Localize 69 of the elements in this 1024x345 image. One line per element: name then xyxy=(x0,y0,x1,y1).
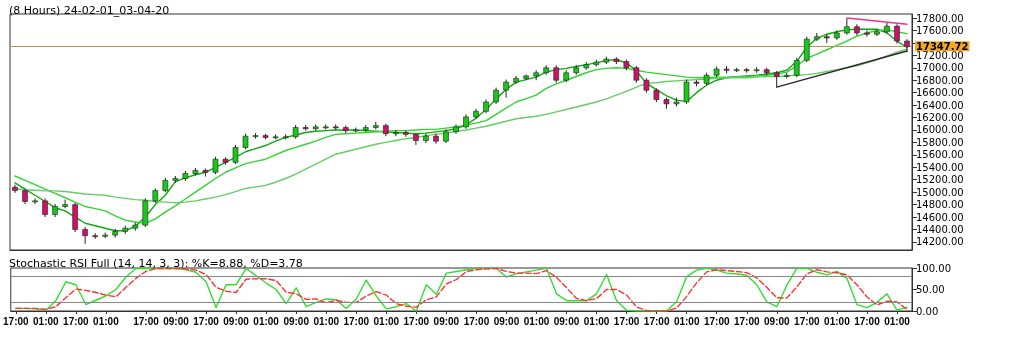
candlestick xyxy=(864,29,870,38)
y-tick-label: 15200.00 xyxy=(916,174,964,186)
candlestick xyxy=(12,184,18,194)
x-tick-label: 09:00 xyxy=(163,315,190,327)
candlestick xyxy=(803,36,810,63)
x-tick-label: 17:00 xyxy=(2,315,30,327)
candlestick xyxy=(32,197,38,205)
x-tick-label: 17:00 xyxy=(613,315,640,327)
y-tick-label: 0.00 xyxy=(916,305,939,317)
x-tick-label: 01:00 xyxy=(824,315,851,327)
x-tick-label: 01:00 xyxy=(313,315,340,327)
candlestick xyxy=(683,79,690,105)
y-tick-label: 16400.00 xyxy=(916,99,964,111)
x-tick-label: 17:00 xyxy=(403,315,430,327)
x-tick-label: 01:00 xyxy=(93,315,120,327)
x-tick-label: 01:00 xyxy=(523,315,550,327)
ref-line-label: 17347.72 xyxy=(916,40,969,52)
candlestick xyxy=(503,79,509,99)
y-tick-label: 15400.00 xyxy=(916,161,964,173)
x-tick-label: 17:00 xyxy=(643,315,670,327)
candlestick xyxy=(403,130,409,138)
candlestick xyxy=(42,197,48,218)
line-series xyxy=(15,267,908,312)
x-tick-label: 01:00 xyxy=(673,315,700,327)
y-tick-label: 16200.00 xyxy=(916,112,964,124)
x-tick-label: 01:00 xyxy=(33,315,60,327)
candlestick xyxy=(844,18,850,36)
y-tick-label: 50.00 xyxy=(916,284,945,295)
candlestick xyxy=(894,23,900,45)
x-tick-label: 09:00 xyxy=(764,315,791,327)
y-tick-label: 17600.00 xyxy=(916,24,964,36)
x-tick-label: 01:00 xyxy=(884,315,911,327)
y-tick-label: 16800.00 xyxy=(916,74,964,86)
x-tick-label: 01:00 xyxy=(373,315,400,327)
y-tick-label: 17200.00 xyxy=(916,49,964,61)
y-tick-label: 100.00 xyxy=(916,262,951,274)
x-tick-label: 17:00 xyxy=(463,315,490,327)
x-tick-label: 09:00 xyxy=(433,315,460,327)
x-tick-label: 17:00 xyxy=(703,315,730,327)
y-tick-label: 14200.00 xyxy=(916,236,964,248)
x-tick-label: 17:00 xyxy=(63,315,90,327)
x-tick-label: 09:00 xyxy=(283,315,310,327)
y-tick-label: 15000.00 xyxy=(916,186,964,198)
x-tick-label: 09:00 xyxy=(223,315,250,327)
candlestick xyxy=(62,199,68,209)
candlestick xyxy=(393,129,399,137)
y-tick-label: 14600.00 xyxy=(916,211,964,223)
y-tick-label: 15800.00 xyxy=(916,136,964,148)
y-tick-label: 17800.00 xyxy=(916,12,964,24)
y-tick-label: 17000.00 xyxy=(916,62,964,74)
x-tick-label: 17:00 xyxy=(133,315,160,327)
x-tick-label: 01:00 xyxy=(583,315,610,327)
x-tick-label: 17:00 xyxy=(193,315,220,327)
x-tick-label: 17:00 xyxy=(733,315,760,327)
x-tick-label: 17:00 xyxy=(854,315,881,327)
candlestick xyxy=(793,57,800,78)
y-tick-label: 16600.00 xyxy=(916,87,964,99)
y-tick-label: 14800.00 xyxy=(916,199,964,211)
x-tick-label: 09:00 xyxy=(493,315,520,327)
x-tick-label: 09:00 xyxy=(553,315,580,327)
y-tick-label: 15600.00 xyxy=(916,149,964,161)
chart-title: (8 Hours) 24-02-01_03-04-20 xyxy=(9,4,170,17)
chart-title: Stochastic RSI Full (14, 14, 3, 3): %K=8.88, %D=3.78 xyxy=(9,257,303,270)
x-tick-label: 17:00 xyxy=(794,315,821,327)
x-tick-label: 01:00 xyxy=(253,315,280,327)
candlestick xyxy=(232,144,239,165)
y-tick-label: 16000.00 xyxy=(916,124,964,136)
y-tick-label: 14400.00 xyxy=(916,223,964,235)
x-tick-label: 17:00 xyxy=(343,315,370,327)
